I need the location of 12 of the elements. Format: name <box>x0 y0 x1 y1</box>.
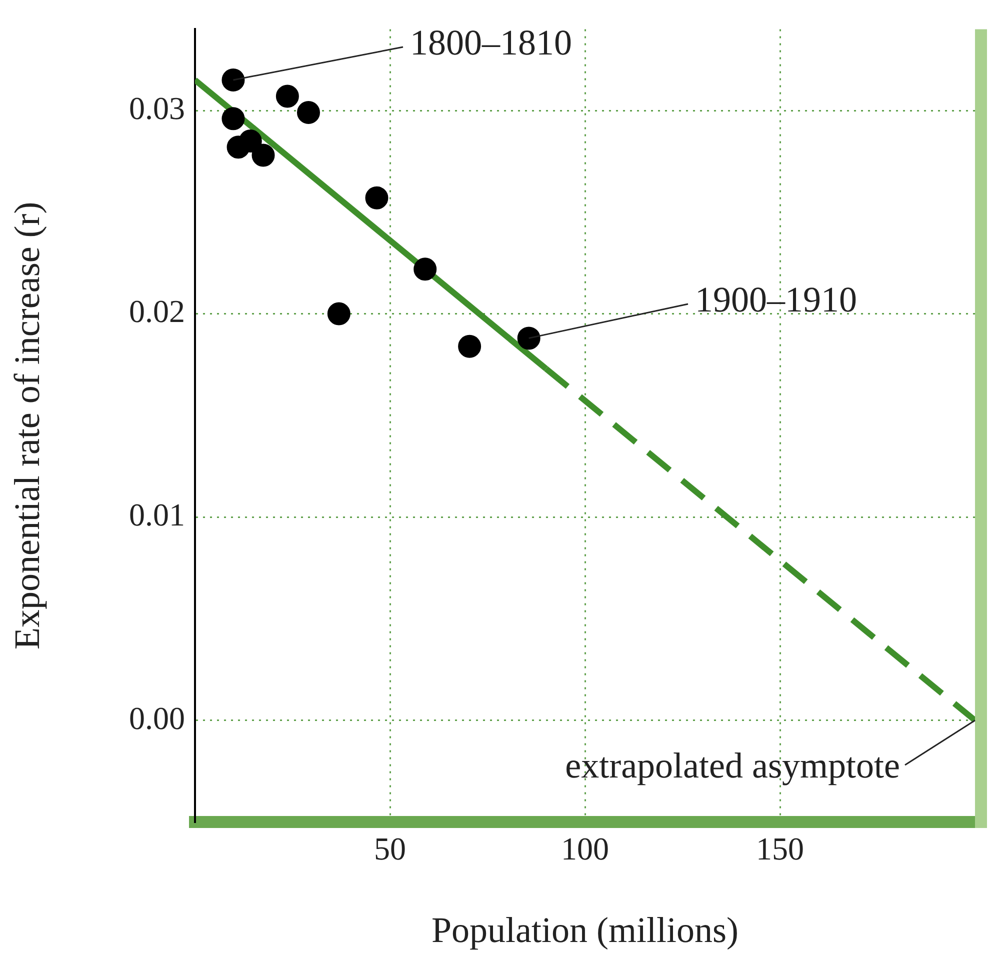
y-tick-label: 0.02 <box>129 293 185 330</box>
x-tick-label: 150 <box>756 830 804 867</box>
y-tick-label: 0.01 <box>129 496 185 532</box>
x-tick-label: 50 <box>374 830 406 867</box>
annotation: 1900–1910 <box>695 279 857 320</box>
x-axis-title: Population (millions) <box>431 910 739 950</box>
annotation: 1800–1810 <box>410 22 572 62</box>
y-tick-label: 0.03 <box>129 90 185 126</box>
y-tick-label: 0.00 <box>129 700 185 736</box>
x-tick-label: 100 <box>561 830 609 867</box>
y-axis-title: Exponential rate of increase (r) <box>7 202 48 650</box>
annotation: extrapolated asymptote <box>565 745 900 786</box>
